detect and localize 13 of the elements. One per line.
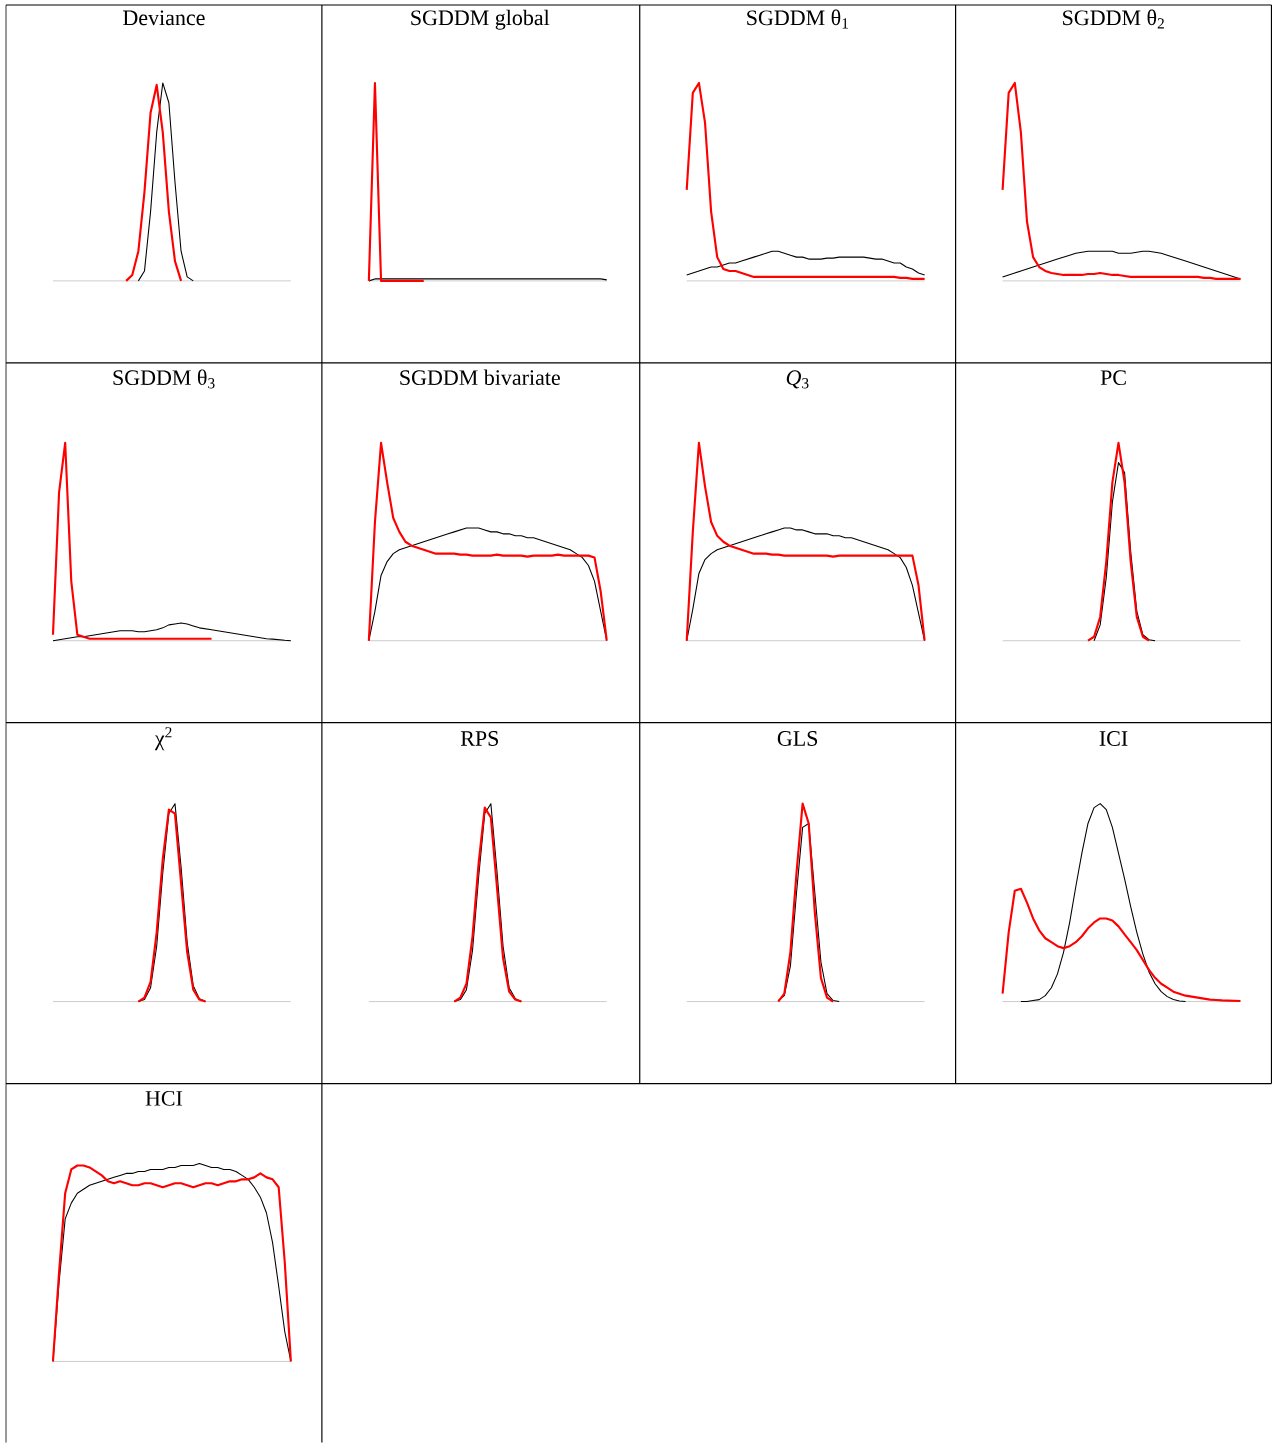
chart-title: SGDDM global — [411, 9, 550, 30]
chart-title: Q$_{3}$ — [786, 370, 809, 389]
chart-title: SGDDM θ$_{1}$ — [747, 9, 848, 29]
chart-title: χ$^{2}$ — [154, 727, 172, 751]
chart-title: HCI — [145, 1090, 182, 1106]
chart-title: RPS — [460, 731, 498, 746]
chart-title: Deviance — [122, 10, 205, 26]
chart-title: SGDDM θ$_{3}$ — [113, 369, 215, 389]
chart-title: ICI — [1099, 731, 1128, 746]
chart-title: SGDDM θ$_{2}$ — [1062, 9, 1164, 29]
chart-title: GLS — [777, 731, 817, 746]
chart-title: SGDDM bivariate — [400, 369, 560, 386]
chart-title: PC — [1100, 370, 1126, 386]
